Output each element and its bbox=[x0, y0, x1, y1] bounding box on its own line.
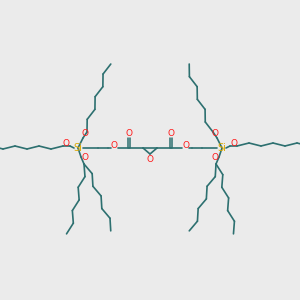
Text: O: O bbox=[110, 142, 118, 151]
Text: O: O bbox=[125, 128, 133, 137]
Text: O: O bbox=[82, 154, 88, 163]
Text: O: O bbox=[62, 140, 70, 148]
Text: O: O bbox=[82, 130, 88, 139]
Text: O: O bbox=[212, 154, 218, 163]
Text: Si: Si bbox=[74, 143, 82, 153]
Text: O: O bbox=[212, 130, 218, 139]
Text: Si: Si bbox=[218, 143, 226, 153]
Text: O: O bbox=[167, 128, 175, 137]
Text: O: O bbox=[230, 140, 238, 148]
Text: O: O bbox=[182, 142, 190, 151]
Text: O: O bbox=[146, 154, 154, 164]
